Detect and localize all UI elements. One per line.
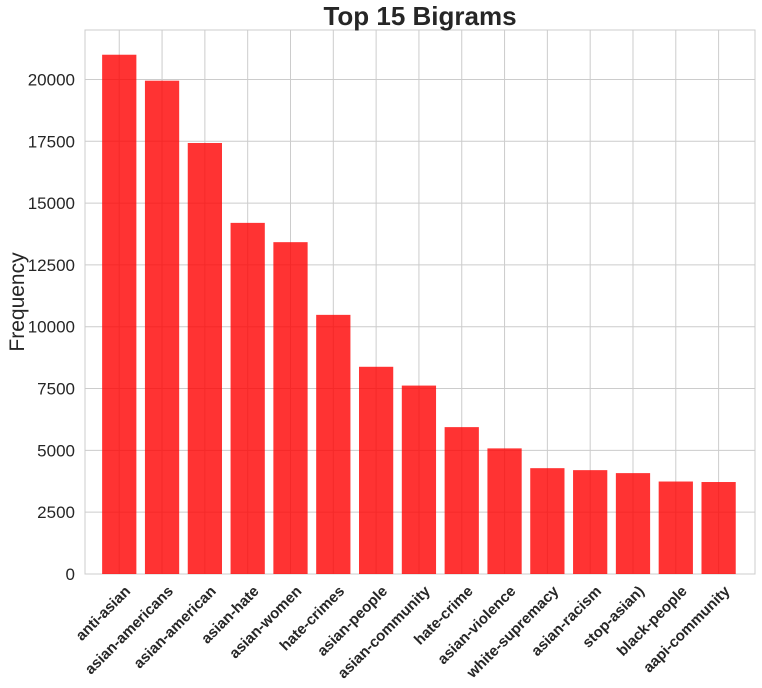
bar-asian-violence xyxy=(487,448,522,574)
y-axis-label: Frequency xyxy=(6,252,29,352)
y-tick-label: 7500 xyxy=(37,380,75,399)
chart-title: Top 15 Bigrams xyxy=(323,1,516,31)
y-tick-label: 5000 xyxy=(37,441,75,460)
y-tick-label: 20000 xyxy=(28,70,75,89)
bar-aapi-community xyxy=(701,482,736,574)
bar-asian-community xyxy=(401,385,437,574)
bar-anti-asian xyxy=(102,54,137,574)
y-tick-label: 0 xyxy=(66,565,75,584)
y-tick-label: 12500 xyxy=(28,256,75,275)
bar-white-supremacy xyxy=(530,468,565,574)
bar-asian-women xyxy=(273,242,308,574)
bar-hate-crime xyxy=(444,427,479,574)
bar-stop-asian xyxy=(615,473,651,574)
y-tick-label: 15000 xyxy=(28,194,75,213)
bar-hate-crimes xyxy=(316,314,351,574)
bars xyxy=(102,54,736,574)
bar-asian-hate xyxy=(230,222,265,574)
y-tick-label: 17500 xyxy=(28,132,75,151)
y-tick-label: 10000 xyxy=(28,318,75,337)
bar-asian-americans xyxy=(144,80,180,574)
bar-black-people xyxy=(658,481,693,574)
bar-asian-racism xyxy=(573,470,608,574)
x-tick-labels: anti-asianasian-americansasian-americana… xyxy=(73,582,734,682)
bar-asian-american xyxy=(187,143,222,574)
y-tick-labels: 0 2500 5000 7500 10000 12500 15000 17500 20000 xyxy=(28,70,75,584)
y-tick-label: 2500 xyxy=(37,503,75,522)
bar-asian-people xyxy=(358,366,394,574)
